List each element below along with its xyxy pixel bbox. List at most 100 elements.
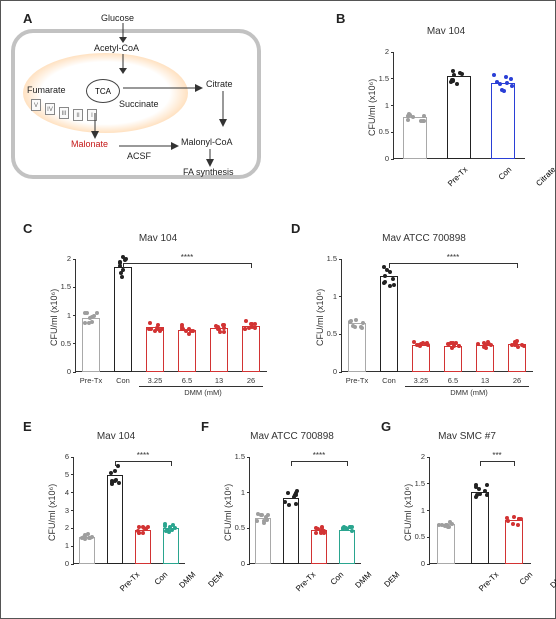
succinate-label: Succinate [119, 99, 159, 109]
data-point [163, 524, 167, 528]
panel-b-label: B [336, 11, 345, 26]
data-point [440, 523, 444, 527]
ytick: 0 [49, 367, 71, 376]
data-point [90, 535, 94, 539]
ytick: 0 [315, 367, 337, 376]
data-point [478, 492, 482, 496]
arrow-icon [91, 113, 99, 139]
bar [339, 530, 354, 564]
panel-d-label: D [291, 221, 300, 236]
chart-c: Mav 104CFU/ml (x10⁶)00.511.52Pre-TxCon3.… [43, 233, 273, 408]
ytick: 0.5 [403, 532, 425, 541]
data-point [492, 73, 496, 77]
sig-tick [514, 461, 515, 466]
xtick: 3.25 [406, 376, 436, 385]
data-point [360, 326, 364, 330]
xtick: 6.5 [438, 376, 468, 385]
ytick: 0.5 [367, 127, 389, 136]
xtick: Pre-Tx [76, 376, 106, 385]
data-point [511, 522, 515, 526]
ytick: 2 [49, 254, 71, 263]
sig-tick [291, 461, 292, 466]
chart-title: Mav ATCC 700898 [217, 431, 367, 442]
data-point [314, 531, 318, 535]
sig-tick [389, 263, 390, 268]
bar [380, 276, 398, 372]
ytick: 1.5 [403, 479, 425, 488]
data-point [520, 343, 524, 347]
chart-title: Mav 104 [43, 233, 273, 244]
ytick: 1 [403, 506, 425, 515]
xtick: 26 [502, 376, 532, 385]
xtick: Pre-Tx [428, 165, 470, 207]
data-point [256, 512, 260, 516]
chart-title: Mav 104 [361, 26, 531, 37]
ytick: 0 [47, 559, 69, 568]
ytick: 0.5 [223, 523, 245, 532]
chart-title: Mav ATCC 700898 [309, 233, 539, 244]
bar [505, 520, 524, 564]
bar [348, 323, 366, 372]
fa-label: FA synthesis [183, 167, 234, 177]
xtick: Con [472, 165, 514, 207]
data-point [485, 493, 489, 497]
data-point [191, 329, 195, 333]
data-point [345, 527, 349, 531]
bar [107, 475, 122, 564]
bar [491, 83, 515, 159]
data-point [286, 491, 290, 495]
chart-b: Mav 104CFU/ml (x10⁶)00.511.52Pre-TxConCi… [361, 26, 531, 201]
bar [311, 530, 326, 564]
ytick: 0.5 [49, 339, 71, 348]
x-sublabel-line [405, 386, 529, 387]
data-point [250, 325, 254, 329]
ytick: 1.5 [367, 74, 389, 83]
chart-d: Mav ATCC 700898CFU/ml (x10⁶)00.511.5Pre-… [309, 233, 539, 408]
bar [283, 498, 298, 564]
bar [178, 330, 196, 372]
sig-tick [480, 461, 481, 466]
panel-f-label: F [201, 419, 209, 434]
sig-label: **** [304, 451, 334, 460]
etc-iv: IV [45, 103, 55, 115]
ytick: 0 [367, 154, 389, 163]
xtick: 13 [470, 376, 500, 385]
panel-a-diagram: Glucose Acetyl-CoA TCA Fumarate Succinat… [1, 1, 281, 191]
data-point [353, 325, 357, 329]
ytick: 0.5 [315, 329, 337, 338]
bar [242, 326, 260, 372]
bar [163, 528, 178, 564]
xtick: Pre-Tx [342, 376, 372, 385]
bar [135, 530, 150, 564]
data-point [452, 344, 456, 348]
xtick: 13 [204, 376, 234, 385]
bar [437, 524, 456, 564]
ytick: 0 [403, 559, 425, 568]
data-point [504, 75, 508, 79]
glucose-label: Glucose [101, 13, 134, 23]
sig-bracket [389, 263, 517, 264]
data-point [451, 69, 455, 73]
data-point [451, 78, 455, 82]
chart-e: Mav 104CFU/ml (x10⁶)0123456Pre-TxConDMMD… [41, 431, 191, 606]
bar [447, 76, 471, 159]
sig-label: **** [438, 253, 468, 262]
sig-label: **** [172, 253, 202, 262]
bar [82, 318, 100, 372]
sig-tick [347, 461, 348, 466]
sig-bracket [291, 461, 347, 462]
ytick: 1 [315, 292, 337, 301]
data-point [90, 320, 94, 324]
ytick: 5 [47, 470, 69, 479]
acoa-label: Acetyl-CoA [94, 43, 139, 53]
chart-title: Mav SMC #7 [397, 431, 537, 442]
bar [255, 518, 270, 564]
etc-ii: II [73, 109, 83, 121]
arrow-icon [206, 149, 214, 167]
xtick: Con [108, 376, 138, 385]
chart-g: Mav SMC #7CFU/ml (x10⁶)00.511.52Pre-TxCo… [397, 431, 537, 606]
ytick: 1.5 [49, 282, 71, 291]
data-point [512, 515, 516, 519]
data-point [510, 84, 514, 88]
data-point [516, 523, 520, 527]
